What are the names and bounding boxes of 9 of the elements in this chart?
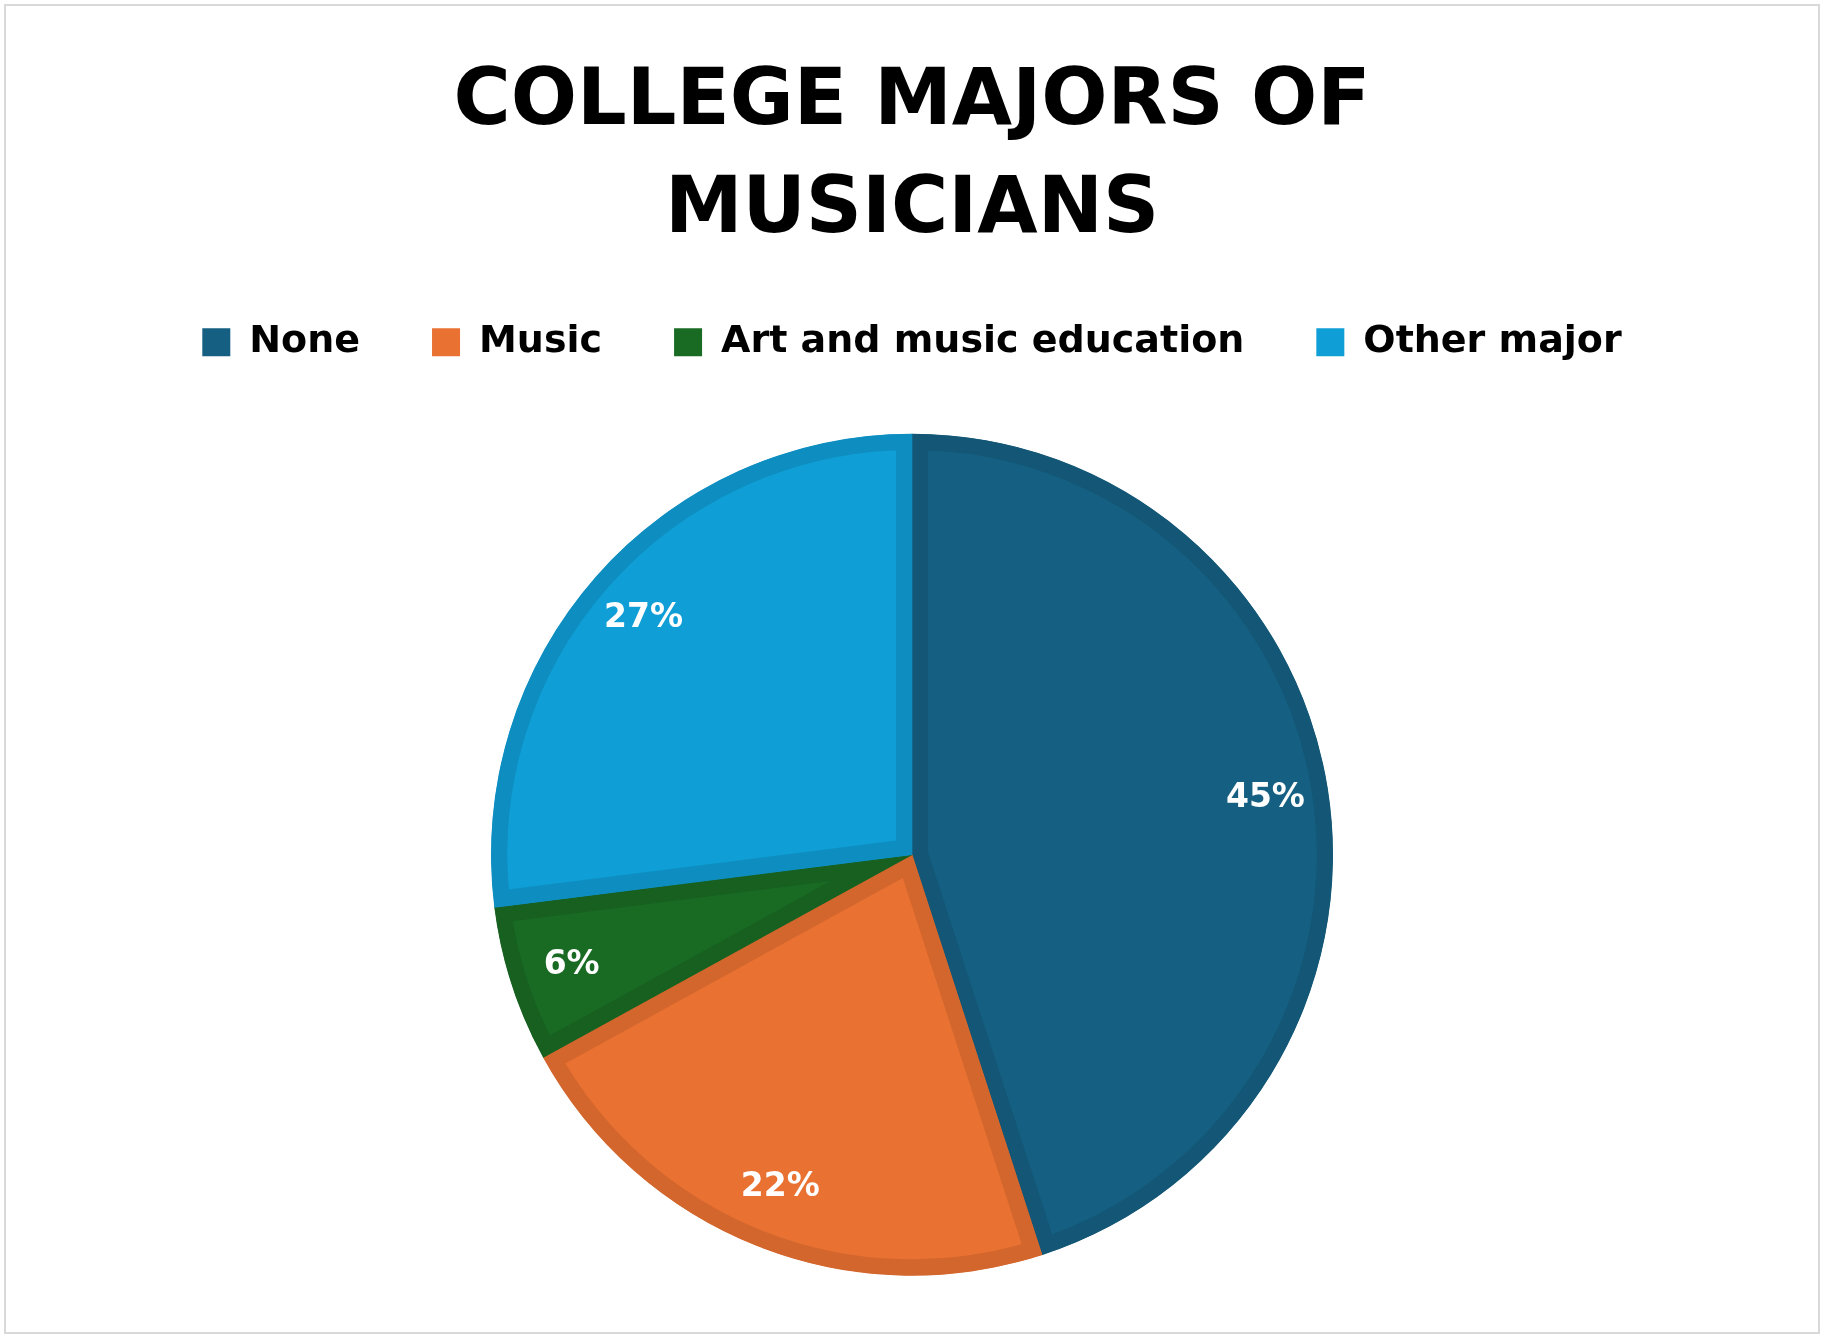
legend-label: None [249,317,361,362]
data-label: 22% [740,1164,820,1204]
legend-label: Music [479,317,603,362]
legend-label: Other major [1363,317,1622,362]
chart-title: COLLEGE MAJORS OF MUSICIANS [453,52,1371,250]
data-label: 45% [1225,776,1305,816]
data-label: 27% [604,595,684,635]
data-label: 6% [543,942,600,982]
legend-label: Art and music education [721,317,1245,362]
